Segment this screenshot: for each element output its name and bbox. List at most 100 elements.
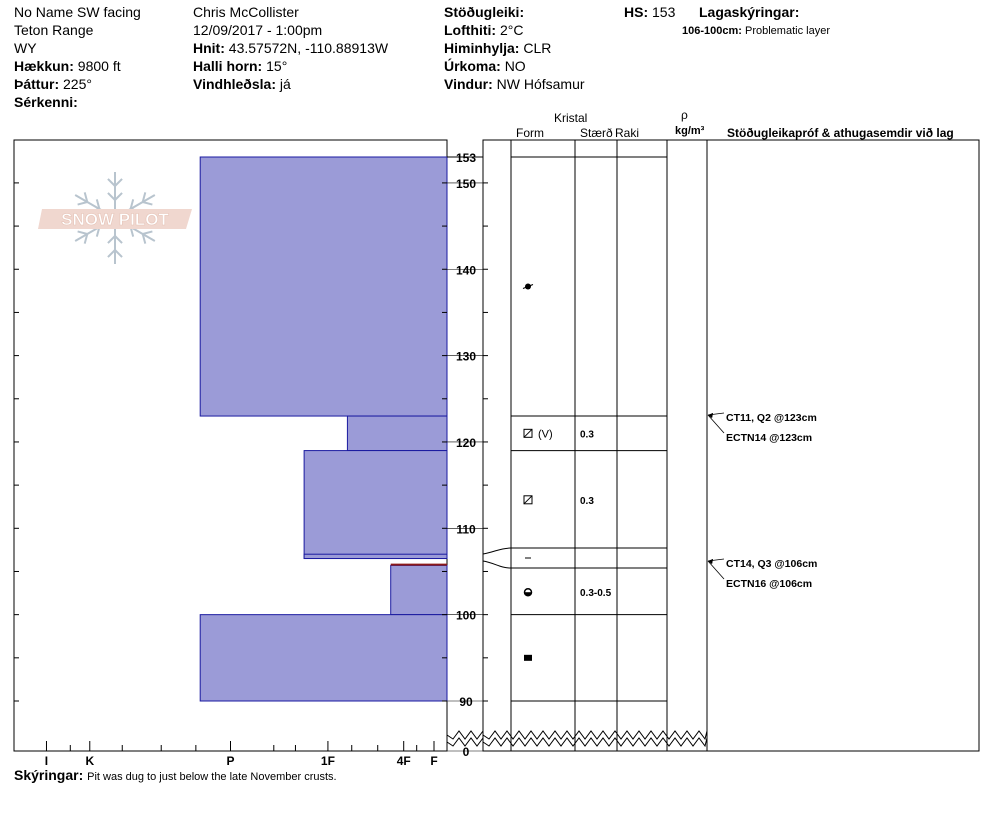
snowflake-branch (129, 199, 135, 210)
hs: HS: 153 (624, 4, 675, 20)
grain-symbol-mf-crust (524, 654, 532, 661)
elevation-label: Hækkun: (14, 58, 74, 74)
snowpilot-logo: SNOW PILOT (38, 172, 192, 264)
test-label: CT11, Q2 @123cm (726, 412, 817, 424)
test-pointer (707, 414, 725, 434)
axis-break (482, 730, 708, 741)
coords-value: 43.57572N, -110.88913W (228, 40, 389, 56)
wind-label: Vindur: (444, 76, 493, 92)
stability-label: Stöðugleiki: (444, 4, 525, 20)
test-label: ECTN14 @123cm (726, 432, 812, 444)
aspect: Þáttur: 225° (14, 76, 92, 92)
row-connector (482, 560, 512, 569)
test-pointer-head (708, 559, 713, 564)
axis-break (482, 737, 708, 748)
hardness-layer (303, 553, 448, 560)
depth-tick-label: 120 (456, 436, 476, 450)
wind-value: NW Hófsamur (496, 76, 585, 92)
snowflake-branch (114, 235, 123, 244)
logo-banner (38, 209, 192, 229)
snowflake-branch (95, 199, 101, 210)
layer-note-text: Problematic layer (745, 25, 830, 37)
slope-value: 15° (266, 58, 288, 74)
grain-symbol-facet (523, 495, 533, 505)
moisture-header: Raki (615, 126, 640, 140)
aspect-value: 225° (63, 76, 92, 92)
sky-value: CLR (523, 40, 552, 56)
coords: Hnit: 43.57572N, -110.88913W (193, 40, 388, 56)
aspect-label: Þáttur: (14, 76, 60, 92)
wind-loading-value: já (279, 76, 291, 92)
wind-loading-label: Vindhleðsla: (193, 76, 276, 92)
test-label: CT14, Q3 @106cm (726, 558, 817, 570)
snowflake-branch (83, 192, 89, 203)
snowflake-branch (114, 178, 123, 187)
test-pointer (707, 560, 725, 580)
snowflake-branch (142, 230, 153, 235)
coords-label: Hnit: (193, 40, 225, 56)
hardness-tick-label: F (430, 754, 437, 768)
hardness-layer (346, 415, 448, 452)
precip-label: Úrkoma: (444, 58, 501, 74)
crystal-header: Kristal (554, 111, 588, 125)
hardness-layer (199, 614, 448, 702)
grain-symbol-facet (523, 428, 533, 438)
grain-form-extra: (V) (538, 428, 553, 440)
layer-note-range: 106-100cm: (682, 25, 742, 37)
snowflake-branch (107, 249, 116, 258)
air-temp: Lofthiti: 2°C (444, 22, 523, 38)
grain-size: 0.3-0.5 (580, 588, 612, 599)
hs-label: HS: (624, 4, 649, 20)
depth-tick-label: 140 (456, 263, 476, 277)
grain-symbol-depth-hoar (523, 587, 533, 597)
elevation: Hækkun: 9800 ft (14, 58, 121, 74)
air-temp-value: 2°C (499, 22, 524, 38)
snowflake-branch (114, 192, 123, 201)
test-pointer-head (708, 413, 713, 418)
layer-note: 106-100cm: Problematic layer (682, 23, 830, 39)
axis-break (446, 730, 484, 740)
hardness-layer (199, 156, 448, 417)
snowflake-branch (107, 192, 116, 201)
hardness-tick-label: I (45, 754, 48, 768)
elevation-value: 9800 ft (77, 58, 121, 74)
slope-label: Halli horn: (193, 58, 263, 74)
snowflake-branch (83, 233, 89, 244)
hardness-tick-label: 1F (321, 754, 335, 768)
form-header: Form (516, 126, 544, 140)
footer-text: Pit was dug to just below the late Novem… (87, 771, 337, 783)
air-temp-label: Lofthiti: (444, 22, 497, 38)
hs-value: 153 (652, 4, 676, 20)
snowflake-branch (107, 235, 116, 244)
observer: Chris McCollister (193, 4, 299, 20)
hardness-tick-label: K (85, 754, 94, 768)
range: Teton Range (14, 22, 94, 38)
grain-symbol-precip-stroke (522, 284, 534, 289)
snowflake-branch (107, 178, 116, 187)
sky-label: Himinhylja: (444, 40, 520, 56)
depth-tick-label: 90 (459, 695, 473, 709)
depth-tick-label: 150 (456, 177, 476, 191)
grain-size: 0.3 (580, 429, 594, 440)
tests-header: Stöðugleikapróf & athugasemdir við lag (727, 126, 954, 140)
datetime: 12/09/2017 - 1:00pm (193, 22, 323, 38)
hardness-axis: I K P 1F 4F F (45, 741, 438, 768)
snowflake-branch (142, 201, 153, 206)
grain-table: (V) 0.3 0.3 0.3-0.5 (482, 140, 708, 751)
depth-tick-label: 153 (456, 151, 476, 165)
snowflake-branch (114, 249, 123, 258)
slope: Halli horn: 15° (193, 58, 287, 74)
hardness-tick-label: 4F (397, 754, 411, 768)
state: WY (14, 40, 37, 56)
grain-size: 0.3 (580, 496, 594, 507)
rho-header: ρ (681, 108, 688, 122)
hardness-layers (199, 156, 448, 702)
snowflake-branch (141, 233, 147, 244)
wind-loading: Vindhleðsla: já (193, 76, 291, 92)
depth-tick-label: 130 (456, 350, 476, 364)
grain-symbol-facet-stroke (523, 495, 533, 505)
grain-symbol-facet-stroke (523, 428, 533, 438)
row-connector (482, 547, 512, 555)
footer-label: Skýringar: (14, 767, 84, 783)
depth-tick-label: 0 (463, 745, 470, 759)
